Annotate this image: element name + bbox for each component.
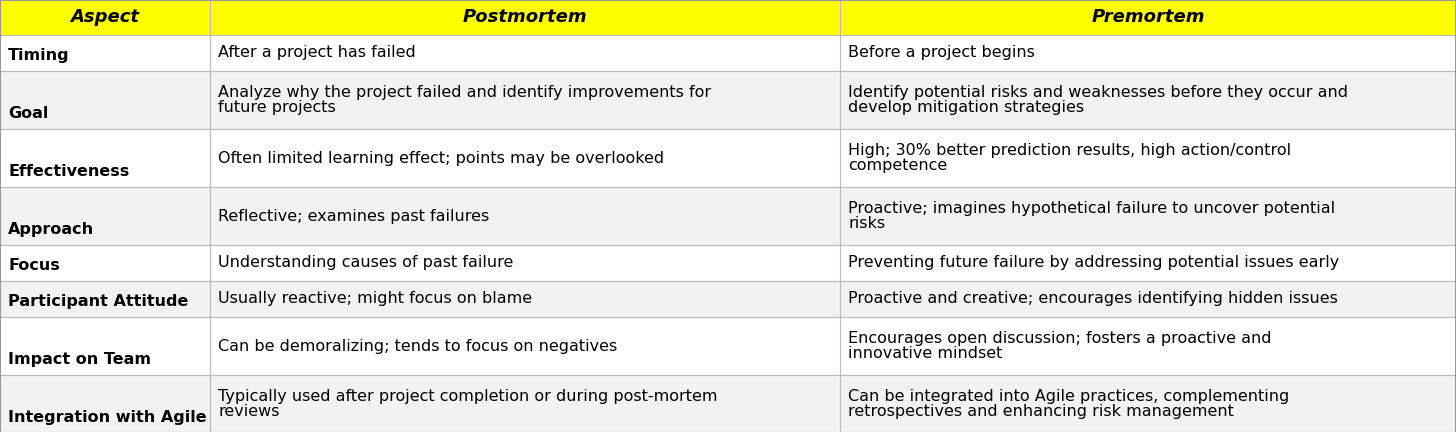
Text: Encourages open discussion; fosters a proactive and: Encourages open discussion; fosters a pr… (847, 331, 1271, 346)
Text: competence: competence (847, 158, 948, 173)
Bar (210, 375, 840, 432)
Bar (840, 35, 1456, 71)
Bar (840, 0, 1456, 35)
Bar (840, 129, 1456, 187)
Text: Premortem: Premortem (1091, 9, 1204, 26)
Text: Proactive and creative; encourages identifying hidden issues: Proactive and creative; encourages ident… (847, 292, 1338, 306)
Text: Can be demoralizing; tends to focus on negatives: Can be demoralizing; tends to focus on n… (218, 339, 617, 353)
Text: Reflective; examines past failures: Reflective; examines past failures (218, 209, 489, 223)
Bar (0, 0, 210, 35)
Bar (210, 187, 840, 245)
Text: develop mitigation strategies: develop mitigation strategies (847, 100, 1085, 115)
Text: Proactive; imagines hypothetical failure to uncover potential: Proactive; imagines hypothetical failure… (847, 201, 1335, 216)
Bar (0, 129, 210, 187)
Text: reviews: reviews (218, 404, 280, 419)
Bar (0, 35, 210, 71)
Text: retrospectives and enhancing risk management: retrospectives and enhancing risk manage… (847, 404, 1233, 419)
Bar (210, 245, 840, 281)
Bar (0, 187, 210, 245)
Text: Approach: Approach (7, 222, 95, 237)
Bar (0, 71, 210, 129)
Text: Usually reactive; might focus on blame: Usually reactive; might focus on blame (218, 292, 531, 306)
Bar (0, 245, 210, 281)
Bar (840, 281, 1456, 317)
Text: Typically used after project completion or during post-mortem: Typically used after project completion … (218, 389, 718, 404)
Bar (210, 35, 840, 71)
Bar (210, 129, 840, 187)
Text: Focus: Focus (7, 258, 60, 273)
Text: Can be integrated into Agile practices, complementing: Can be integrated into Agile practices, … (847, 389, 1289, 404)
Text: Analyze why the project failed and identify improvements for: Analyze why the project failed and ident… (218, 85, 711, 100)
Bar (840, 317, 1456, 375)
Text: Effectiveness: Effectiveness (7, 164, 130, 179)
Text: Postmortem: Postmortem (463, 9, 587, 26)
Text: Understanding causes of past failure: Understanding causes of past failure (218, 255, 514, 270)
Bar (840, 71, 1456, 129)
Bar (210, 281, 840, 317)
Text: Before a project begins: Before a project begins (847, 45, 1035, 60)
Text: innovative mindset: innovative mindset (847, 346, 1002, 361)
Text: risks: risks (847, 216, 885, 231)
Bar (0, 281, 210, 317)
Text: After a project has failed: After a project has failed (218, 45, 416, 60)
Bar (210, 317, 840, 375)
Text: High; 30% better prediction results, high action/control: High; 30% better prediction results, hig… (847, 143, 1291, 158)
Text: Aspect: Aspect (70, 9, 140, 26)
Text: Identify potential risks and weaknesses before they occur and: Identify potential risks and weaknesses … (847, 85, 1348, 100)
Text: Impact on Team: Impact on Team (7, 352, 151, 367)
Bar (840, 187, 1456, 245)
Text: Often limited learning effect; points may be overlooked: Often limited learning effect; points ma… (218, 150, 664, 165)
Bar (840, 245, 1456, 281)
Text: Preventing future failure by addressing potential issues early: Preventing future failure by addressing … (847, 255, 1340, 270)
Bar (210, 71, 840, 129)
Text: future projects: future projects (218, 100, 336, 115)
Bar (0, 375, 210, 432)
Text: Goal: Goal (7, 106, 48, 121)
Text: Timing: Timing (7, 48, 70, 63)
Bar (0, 317, 210, 375)
Text: Participant Attitude: Participant Attitude (7, 294, 188, 309)
Bar (840, 375, 1456, 432)
Text: Integration with Agile: Integration with Agile (7, 410, 207, 425)
Bar (210, 0, 840, 35)
